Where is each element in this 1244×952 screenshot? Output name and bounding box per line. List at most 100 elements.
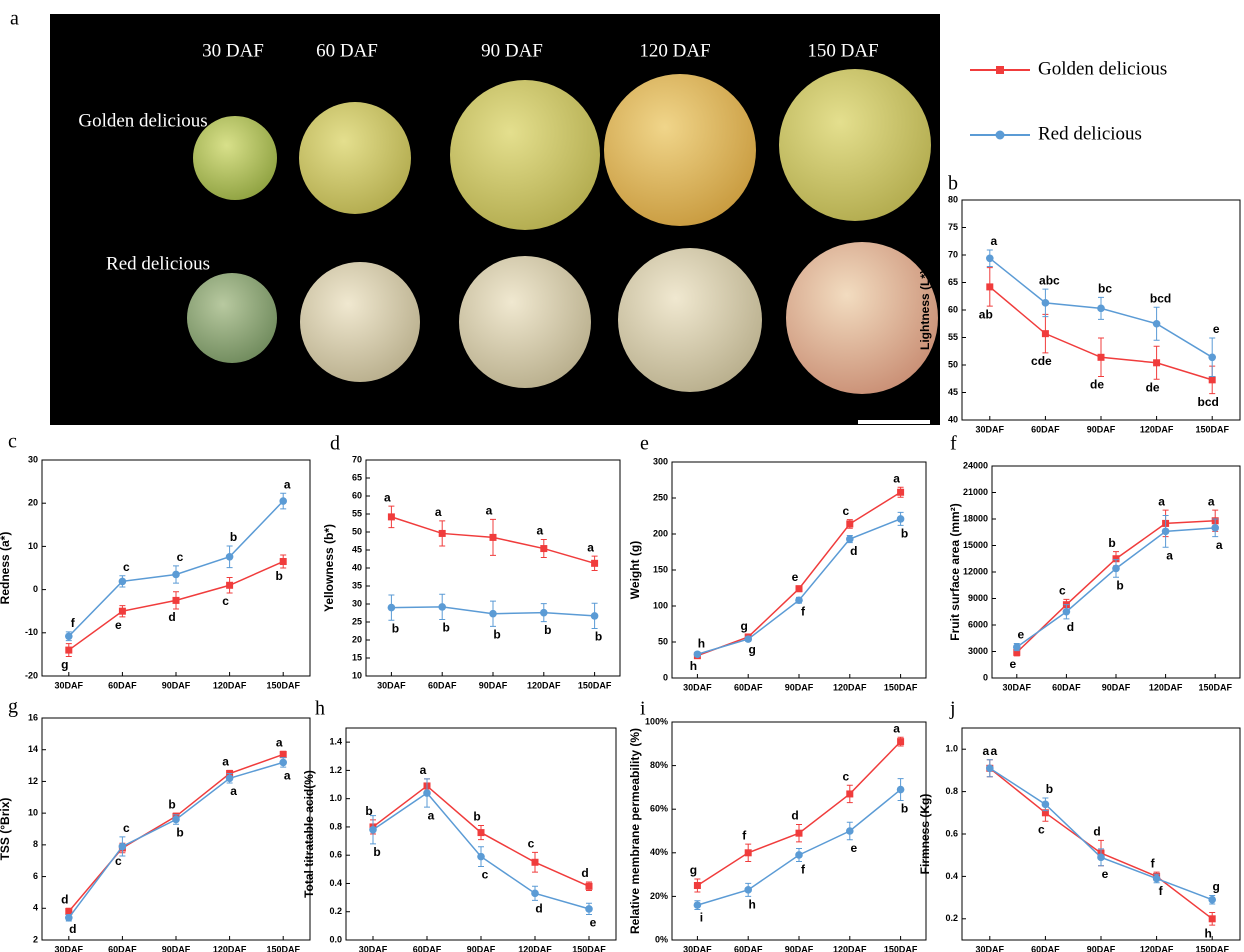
significance-label: c bbox=[1038, 822, 1045, 836]
y-tick-label: 0.4 bbox=[329, 878, 342, 888]
data-point bbox=[795, 851, 803, 859]
significance-label: h bbox=[690, 659, 697, 673]
plot-frame bbox=[672, 462, 926, 678]
significance-label: c bbox=[842, 769, 849, 783]
x-tick-label: 120DAF bbox=[1140, 944, 1174, 952]
x-tick-label: 120DAF bbox=[833, 944, 867, 952]
significance-label: e bbox=[1017, 628, 1024, 642]
y-tick-label: 3000 bbox=[968, 646, 988, 656]
y-tick-label: 35 bbox=[352, 580, 362, 590]
significance-label: h bbox=[698, 636, 705, 650]
y-tick-label: 75 bbox=[948, 222, 958, 232]
x-tick-label: 60DAF bbox=[1031, 944, 1060, 952]
y-tick-label: 21000 bbox=[963, 487, 988, 497]
y-tick-label: 0 bbox=[33, 584, 38, 594]
apple bbox=[786, 242, 938, 394]
significance-label: g bbox=[61, 658, 68, 672]
data-point bbox=[586, 883, 593, 890]
significance-label: e bbox=[1009, 657, 1016, 671]
y-axis-label: Redness (a*) bbox=[0, 532, 12, 605]
y-tick-label: 0% bbox=[655, 934, 668, 944]
stage-label: 30 DAF bbox=[202, 40, 264, 61]
significance-label: g bbox=[749, 642, 756, 656]
y-tick-label: 4 bbox=[33, 903, 38, 913]
y-tick-label: 10 bbox=[28, 808, 38, 818]
significance-label: f bbox=[71, 616, 76, 630]
data-point bbox=[986, 283, 993, 290]
data-point bbox=[986, 764, 994, 772]
y-axis-label: Yellowness (b*) bbox=[322, 524, 336, 612]
y-tick-label: 50 bbox=[352, 526, 362, 536]
y-tick-label: 60% bbox=[650, 804, 668, 814]
y-tick-label: 80% bbox=[650, 760, 668, 770]
data-point bbox=[532, 859, 539, 866]
data-point bbox=[226, 774, 234, 782]
chart-panel: f030006000900012000150001800021000240003… bbox=[948, 433, 1240, 693]
stage-label: 120 DAF bbox=[639, 40, 710, 61]
data-point bbox=[65, 914, 73, 922]
y-tick-label: 30 bbox=[352, 598, 362, 608]
significance-label: a bbox=[230, 784, 237, 798]
significance-label: g bbox=[741, 619, 748, 633]
y-tick-label: 65 bbox=[352, 472, 362, 482]
data-point bbox=[226, 553, 234, 561]
y-tick-label: 6 bbox=[33, 871, 38, 881]
significance-label: e bbox=[850, 841, 857, 855]
y-tick-label: 0 bbox=[663, 672, 668, 682]
x-tick-label: 30DAF bbox=[976, 424, 1005, 434]
data-point bbox=[1112, 565, 1120, 573]
x-tick-label: 60DAF bbox=[734, 944, 763, 952]
significance-label: d bbox=[850, 544, 857, 558]
significance-label: de bbox=[1090, 378, 1104, 392]
significance-label: d bbox=[581, 866, 588, 880]
significance-label: h bbox=[749, 898, 756, 912]
x-tick-label: 60DAF bbox=[108, 680, 137, 690]
x-tick-label: 120DAF bbox=[213, 680, 247, 690]
data-point bbox=[745, 849, 752, 856]
significance-label: b bbox=[1116, 578, 1123, 592]
y-tick-label: 0.8 bbox=[945, 786, 958, 796]
x-tick-label: 60DAF bbox=[1031, 424, 1060, 434]
significance-label: de bbox=[1146, 380, 1160, 394]
significance-label: a bbox=[222, 755, 229, 769]
y-tick-label: 0.6 bbox=[329, 850, 342, 860]
data-point bbox=[1042, 330, 1049, 337]
chart-panel: d1015202530354045505560657030DAF60DAF90D… bbox=[322, 433, 620, 691]
y-tick-label: 1.4 bbox=[329, 737, 342, 747]
data-point bbox=[897, 786, 905, 794]
significance-label: a bbox=[384, 490, 391, 504]
significance-label: c bbox=[222, 594, 229, 608]
significance-label: b bbox=[595, 630, 602, 644]
data-point bbox=[279, 759, 287, 767]
apple bbox=[779, 69, 931, 221]
y-tick-label: 50 bbox=[658, 636, 668, 646]
significance-label: a bbox=[982, 744, 989, 758]
significance-label: h bbox=[1205, 926, 1212, 940]
data-point bbox=[1097, 305, 1105, 313]
y-tick-label: 40 bbox=[352, 562, 362, 572]
significance-label: b bbox=[473, 810, 480, 824]
y-tick-label: 45 bbox=[948, 387, 958, 397]
significance-label: b bbox=[901, 527, 908, 541]
x-tick-label: 120DAF bbox=[518, 944, 552, 952]
data-point bbox=[172, 816, 180, 824]
x-tick-label: 60DAF bbox=[108, 944, 137, 952]
data-point bbox=[1153, 320, 1161, 328]
significance-label: bcd bbox=[1150, 291, 1171, 305]
x-tick-label: 120DAF bbox=[527, 680, 561, 690]
y-tick-label: 80 bbox=[948, 194, 958, 204]
y-tick-label: 1.2 bbox=[329, 765, 342, 775]
data-point bbox=[796, 585, 803, 592]
y-tick-label: 55 bbox=[948, 332, 958, 342]
significance-label: a bbox=[893, 721, 900, 735]
legend-label: Red delicious bbox=[1038, 123, 1142, 144]
x-tick-label: 90DAF bbox=[785, 682, 814, 692]
significance-label: d bbox=[168, 610, 175, 624]
significance-label: a bbox=[435, 505, 442, 519]
y-tick-label: 65 bbox=[948, 277, 958, 287]
significance-label: b bbox=[493, 627, 500, 641]
significance-label: a bbox=[1158, 494, 1165, 508]
significance-label: d bbox=[535, 902, 542, 916]
significance-label: b bbox=[392, 621, 399, 635]
